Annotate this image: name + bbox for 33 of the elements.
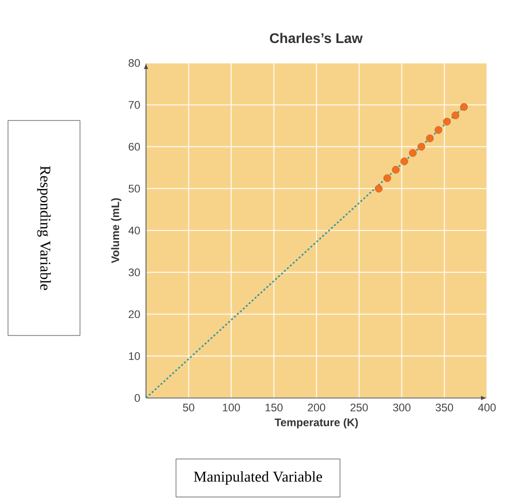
y-tick-label: 50 bbox=[128, 184, 140, 192]
point bbox=[400, 158, 408, 166]
point bbox=[443, 118, 451, 126]
y-tick-label: 10 bbox=[129, 352, 140, 360]
x-tick-label: 150 bbox=[266, 404, 283, 412]
x-tick-label: 100 bbox=[222, 404, 240, 412]
x-tick-label: 200 bbox=[308, 404, 326, 412]
x-axis-title: Temperature (K) bbox=[274, 418, 358, 428]
y-tick-label: 30 bbox=[128, 268, 140, 276]
y-tick-label: 0 bbox=[134, 394, 140, 402]
point bbox=[374, 184, 383, 192]
y-tick-label: 80 bbox=[128, 59, 140, 67]
chart-title: Charles’s Law bbox=[270, 32, 363, 44]
x-tick-label: 250 bbox=[350, 404, 368, 412]
x-tick-label: 350 bbox=[436, 404, 454, 412]
y-tick-label: 40 bbox=[128, 226, 140, 234]
point bbox=[409, 149, 417, 157]
y-tick-label: 20 bbox=[128, 310, 140, 318]
x-tick-label: 50 bbox=[182, 404, 194, 412]
y-tick-label: 70 bbox=[128, 100, 140, 109]
text: Responding Variable bbox=[37, 166, 51, 290]
text: Manipulated Variable bbox=[194, 471, 322, 485]
x-tick-label: 300 bbox=[393, 404, 410, 412]
point bbox=[383, 174, 392, 182]
point bbox=[418, 142, 426, 151]
x-tick-label: 400 bbox=[478, 404, 496, 412]
y-tick-label: 60 bbox=[128, 142, 140, 151]
point bbox=[434, 126, 442, 134]
point bbox=[426, 134, 434, 142]
y-axis-title: Volume (mL) bbox=[111, 198, 122, 264]
point bbox=[392, 166, 400, 174]
point bbox=[460, 103, 468, 111]
point bbox=[452, 112, 460, 120]
